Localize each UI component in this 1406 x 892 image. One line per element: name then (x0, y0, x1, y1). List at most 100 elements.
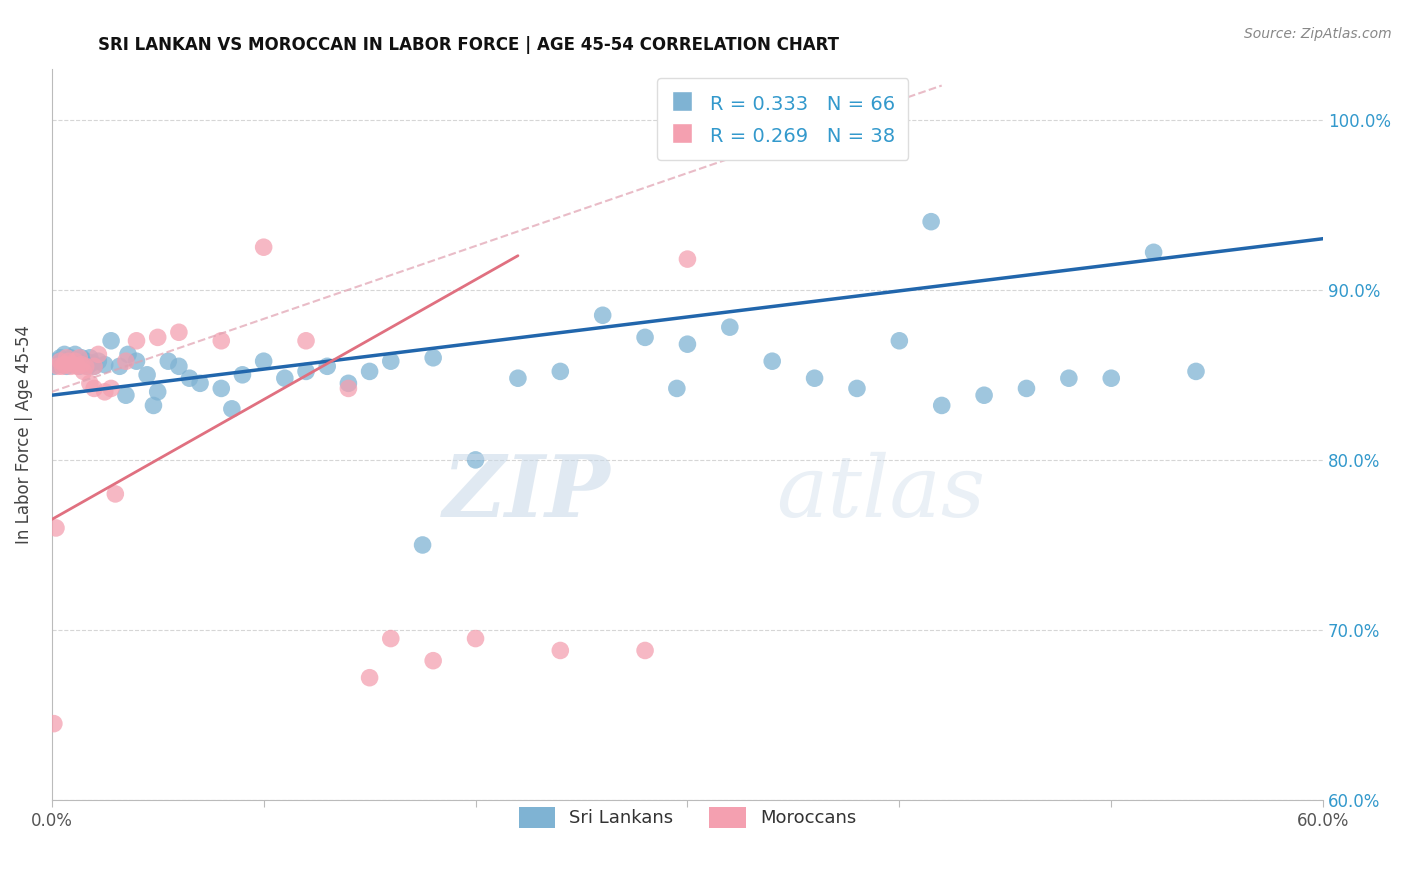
Point (295, 364, 318, 378)
Point (142, 399, 165, 413)
Point (889, 334, 911, 348)
Point (464, 632, 486, 646)
Point (42, 716, 65, 731)
Point (51, 356, 73, 370)
Point (58, 354, 80, 368)
Point (209, 381, 232, 395)
Point (761, 354, 783, 368)
Point (63, 347, 86, 361)
Point (53, 347, 76, 361)
Y-axis label: In Labor Force | Age 45-54: In Labor Force | Age 45-54 (15, 325, 32, 544)
Point (179, 371, 201, 385)
Point (634, 330, 657, 344)
Point (380, 632, 402, 646)
Point (412, 538, 434, 552)
Point (100, 381, 122, 395)
Point (87, 354, 110, 368)
Point (846, 381, 869, 395)
Point (422, 654, 444, 668)
Point (45, 354, 67, 368)
Point (115, 388, 138, 402)
Point (665, 381, 688, 395)
Point (931, 399, 953, 413)
Point (125, 354, 148, 368)
Point (464, 453, 486, 467)
Point (221, 401, 243, 416)
Point (63, 354, 86, 368)
Point (422, 351, 444, 365)
Text: Source: ZipAtlas.com: Source: ZipAtlas.com (1244, 27, 1392, 41)
Point (337, 381, 360, 395)
Point (115, 354, 138, 368)
Legend: Sri Lankans, Moroccans: Sri Lankans, Moroccans (512, 800, 863, 835)
Point (93, 384, 115, 399)
Point (231, 368, 253, 382)
Point (53, 358, 76, 372)
Point (67, 351, 90, 365)
Point (1015, 381, 1038, 395)
Point (66, 359, 89, 374)
Point (100, 334, 122, 348)
Point (718, 320, 741, 334)
Point (1099, 371, 1122, 385)
Point (634, 643, 657, 657)
Point (72, 358, 94, 372)
Point (253, 354, 276, 368)
Point (295, 334, 318, 348)
Point (72, 364, 94, 378)
Point (66, 356, 89, 370)
Point (920, 215, 942, 229)
Point (55, 351, 77, 365)
Point (87, 347, 110, 361)
Text: SRI LANKAN VS MOROCCAN IN LABOR FORCE | AGE 45-54 CORRELATION CHART: SRI LANKAN VS MOROCCAN IN LABOR FORCE | … (98, 36, 839, 54)
Point (104, 487, 127, 501)
Point (45, 521, 67, 535)
Point (58, 354, 80, 368)
Point (973, 388, 995, 402)
Point (42, 359, 65, 374)
Point (188, 376, 211, 391)
Point (506, 371, 529, 385)
Point (75, 359, 97, 374)
Point (1057, 371, 1080, 385)
Point (70, 351, 93, 365)
Point (803, 371, 825, 385)
Point (76, 359, 98, 374)
Point (1185, 364, 1208, 378)
Point (55, 359, 77, 374)
Point (67, 359, 90, 374)
Point (93, 358, 115, 372)
Point (167, 359, 190, 374)
Point (117, 347, 139, 361)
Point (316, 359, 339, 374)
Point (49, 351, 72, 365)
Point (83, 359, 105, 374)
Point (79, 376, 101, 391)
Point (83, 381, 105, 395)
Point (75, 354, 97, 368)
Point (62, 358, 84, 372)
Point (80, 356, 103, 370)
Point (592, 308, 614, 322)
Text: ZIP: ZIP (443, 451, 612, 534)
Point (167, 326, 190, 340)
Point (46, 358, 69, 372)
Point (62, 358, 84, 372)
Point (79, 351, 101, 365)
Point (380, 354, 402, 368)
Point (1142, 245, 1164, 260)
Point (359, 671, 381, 685)
Point (46, 359, 69, 374)
Point (337, 376, 360, 391)
Point (550, 364, 572, 378)
Point (125, 334, 148, 348)
Point (253, 240, 276, 254)
Point (550, 643, 572, 657)
Point (51, 359, 73, 374)
Point (359, 364, 381, 378)
Point (70, 358, 93, 372)
Point (59, 351, 82, 365)
Point (83, 359, 105, 374)
Point (108, 359, 131, 374)
Point (676, 252, 699, 266)
